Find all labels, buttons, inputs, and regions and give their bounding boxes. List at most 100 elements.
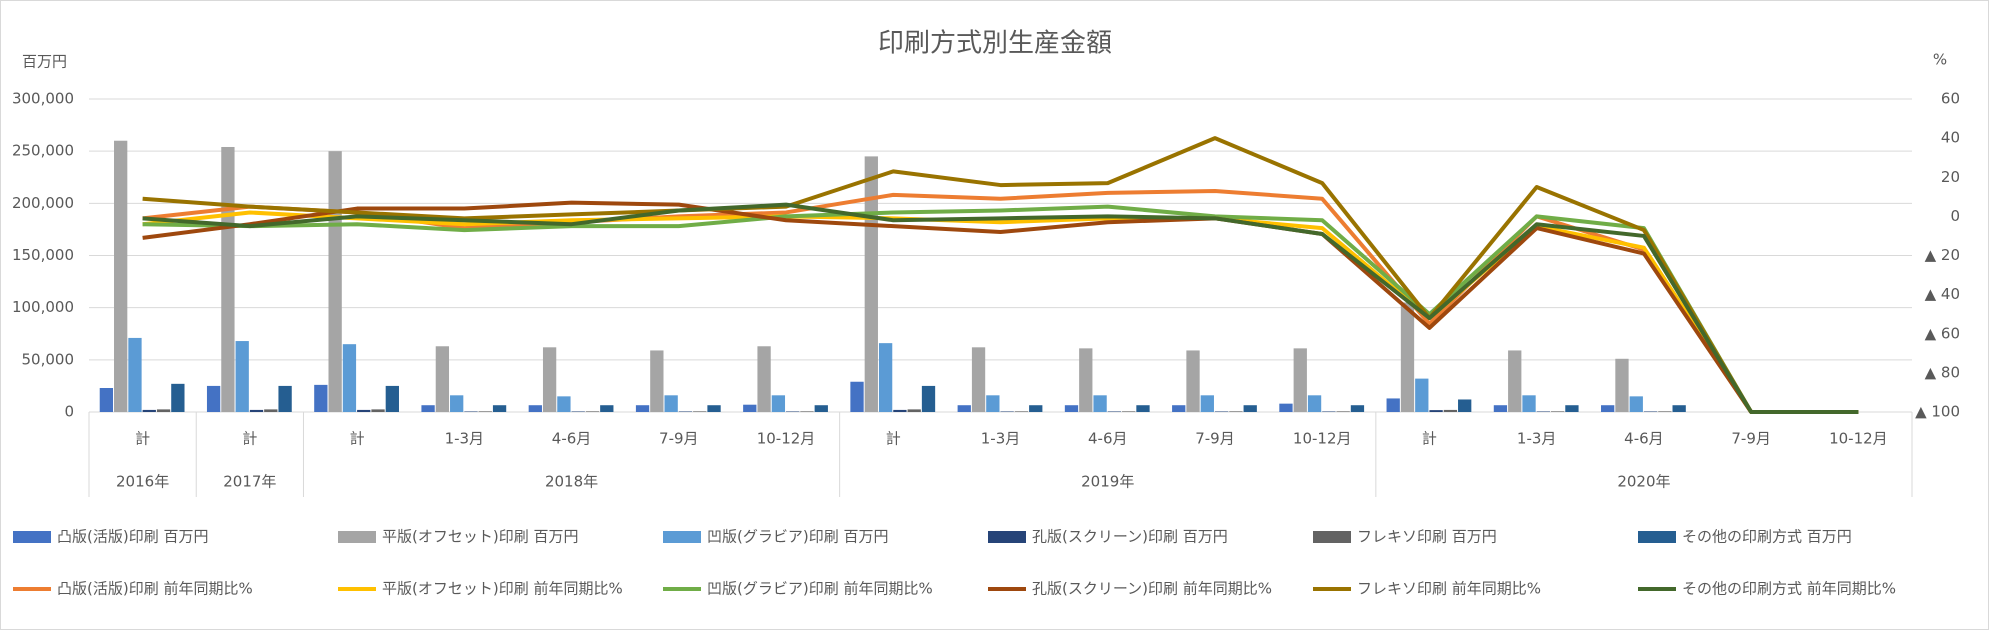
bar: [786, 411, 800, 412]
bar: [156, 409, 171, 412]
bar: [1322, 411, 1336, 412]
bar: [800, 411, 814, 412]
x-group-label: 2016年: [116, 473, 169, 491]
legend-label: 凹版(グラビア)印刷 前年同期比%: [707, 580, 933, 598]
bar: [986, 395, 1000, 412]
y2-axis-unit: %: [1933, 51, 1947, 69]
bar: [585, 411, 600, 412]
y-tick-label: 300,000: [12, 90, 74, 108]
y2-tick-label: 20: [1941, 168, 1960, 186]
bar: [1079, 348, 1093, 412]
bar: [771, 395, 786, 412]
y-tick-label: 100,000: [12, 298, 74, 316]
y2-tick-label: 60: [1941, 90, 1960, 108]
bar: [1172, 405, 1186, 412]
bar: [542, 347, 557, 412]
bar: [1000, 411, 1014, 412]
x-tick-label: 計: [1422, 430, 1437, 448]
x-tick-label: 4-6月: [1624, 430, 1664, 448]
bar: [757, 346, 771, 412]
y-axis-unit: 百万円: [22, 53, 67, 71]
line-series: [142, 204, 1859, 414]
bar: [114, 140, 128, 412]
bar: [371, 409, 385, 412]
bar: [1565, 405, 1579, 412]
x-tick-label: 4-6月: [552, 430, 592, 448]
bar: [1672, 405, 1686, 412]
x-tick-label: 10-12月: [757, 430, 816, 448]
x-tick-label: 1-3月: [445, 430, 485, 448]
y-tick-label: 250,000: [12, 142, 74, 160]
bar: [743, 404, 757, 412]
bar: [264, 409, 278, 412]
bar: [571, 411, 585, 412]
bar: [1350, 405, 1365, 412]
bar: [528, 405, 542, 412]
bar: [864, 156, 878, 412]
bar: [557, 396, 571, 412]
bar: [1536, 411, 1550, 412]
legend-label: 孔版(スクリーン)印刷 前年同期比%: [1032, 580, 1272, 598]
y2-tick-label: ▲ 20: [1925, 246, 1960, 264]
legend-label: 平版(オフセット)印刷 百万円: [382, 528, 578, 546]
x-tick-label: 7-9月: [1195, 430, 1235, 448]
legend-label: 平版(オフセット)印刷 前年同期比%: [382, 580, 623, 598]
y2-tick-label: ▲ 80: [1925, 363, 1960, 381]
legend-label: フレキソ印刷 百万円: [1357, 528, 1497, 546]
x-tick-label: 7-9月: [1731, 430, 1771, 448]
bar: [664, 395, 678, 412]
y2-tick-label: ▲ 100: [1915, 403, 1960, 421]
bar: [1601, 405, 1615, 412]
bar: [1458, 399, 1472, 412]
bar: [221, 146, 235, 412]
legend-swatch: [1638, 531, 1676, 543]
x-tick-label: 計: [135, 430, 150, 448]
bar: [1336, 411, 1350, 412]
bar: [1243, 405, 1257, 412]
bar: [693, 411, 707, 412]
bar: [328, 151, 342, 412]
x-tick-label: 4-6月: [1088, 430, 1128, 448]
bar: [1093, 395, 1107, 412]
legend-swatch: [988, 531, 1026, 543]
bar: [921, 385, 936, 412]
x-group-label: 2020年: [1617, 473, 1670, 491]
line-series: [142, 202, 1859, 414]
bar: [850, 381, 864, 412]
bar: [1029, 405, 1043, 412]
bar: [907, 409, 921, 412]
bar: [1214, 411, 1229, 412]
bar: [421, 405, 435, 412]
y-tick-label: 200,000: [12, 194, 74, 212]
bar: [357, 409, 371, 412]
legend-label: 孔版(スクリーン)印刷 百万円: [1032, 528, 1228, 546]
x-tick-label: 10-12月: [1829, 430, 1888, 448]
x-tick-label: 計: [350, 430, 365, 448]
bar: [1629, 396, 1643, 412]
line-series: [142, 200, 1859, 414]
bar: [1429, 410, 1443, 412]
bar: [1658, 411, 1672, 412]
x-tick-label: 1-3月: [981, 430, 1021, 448]
bar: [1186, 350, 1200, 412]
legend-label: 凸版(活版)印刷 前年同期比%: [57, 580, 253, 598]
bar: [707, 405, 721, 412]
bar: [450, 395, 464, 412]
bar: [314, 384, 328, 412]
legend-swatch: [663, 531, 701, 543]
x-tick-label: 7-9月: [659, 430, 699, 448]
y-tick-label: 50,000: [22, 350, 75, 368]
bar: [1443, 409, 1458, 412]
bar: [278, 385, 292, 412]
bar: [878, 343, 893, 412]
bar: [99, 388, 114, 412]
bar: [128, 337, 142, 412]
bar: [171, 383, 185, 412]
x-group-label: 2017年: [223, 473, 276, 491]
bar: [971, 347, 986, 412]
bar: [1122, 411, 1136, 412]
chart-title: 印刷方式別生産金額: [878, 29, 1112, 59]
bar: [600, 405, 614, 412]
bar: [650, 350, 664, 412]
bar: [1293, 348, 1307, 412]
